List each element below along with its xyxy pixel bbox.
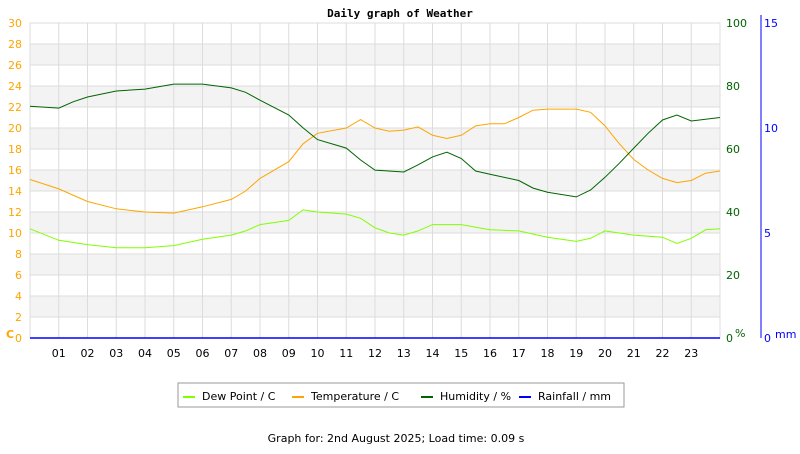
x-tick-label: 07 [224, 347, 238, 360]
humidity-tick-label: 60 [726, 143, 740, 156]
humidity-tick-label: 80 [726, 80, 740, 93]
humidity-axis-unit: % [735, 327, 745, 340]
left-tick-label: 4 [15, 290, 22, 303]
x-tick-label: 16 [483, 347, 497, 360]
legend-box [177, 382, 625, 408]
x-tick-label: 19 [569, 347, 583, 360]
left-axis-unit: C [6, 328, 14, 341]
left-tick-label: 16 [8, 164, 22, 177]
legend-label: Rainfall / mm [538, 390, 611, 403]
rain-axis-unit: mm [775, 328, 796, 341]
left-tick-label: 26 [8, 59, 22, 72]
x-tick-label: 18 [541, 347, 555, 360]
x-tick-label: 23 [684, 347, 698, 360]
rain-tick-label: 5 [764, 227, 771, 240]
chart-title: Daily graph of Weather [327, 7, 473, 20]
x-tick-label: 21 [627, 347, 641, 360]
x-tick-label: 10 [311, 347, 325, 360]
series-line-0 [29, 209, 721, 249]
x-tick-label: 11 [339, 347, 353, 360]
legend-label: Humidity / % [440, 390, 511, 403]
series-line-1 [29, 108, 721, 214]
legend-label: Dew Point / C [202, 390, 276, 403]
left-tick-label: 22 [8, 101, 22, 114]
humidity-tick-label: 20 [726, 269, 740, 282]
x-tick-label: 06 [196, 347, 210, 360]
x-tick-label: 02 [81, 347, 95, 360]
left-tick-label: 14 [8, 185, 22, 198]
x-tick-label: 04 [138, 347, 152, 360]
left-tick-label: 30 [8, 17, 22, 30]
humidity-tick-label: 40 [726, 206, 740, 219]
footer-text: Graph for: 2nd August 2025; Load time: 0… [268, 432, 525, 445]
x-tick-label: 12 [368, 347, 382, 360]
left-tick-label: 0 [15, 332, 22, 345]
left-tick-label: 6 [15, 269, 22, 282]
x-tick-label: 17 [512, 347, 526, 360]
x-tick-label: 15 [454, 347, 468, 360]
left-tick-label: 8 [15, 248, 22, 261]
left-tick-label: 12 [8, 206, 22, 219]
left-tick-label: 18 [8, 143, 22, 156]
left-tick-label: 20 [8, 122, 22, 135]
rain-tick-label: 0 [764, 332, 771, 345]
x-tick-label: 20 [598, 347, 612, 360]
legend: Dew Point / C Temperature / C Humidity / %… [177, 382, 625, 408]
x-tick-label: 13 [397, 347, 411, 360]
humidity-tick-label: 0 [726, 332, 733, 345]
series-line-2 [29, 83, 721, 198]
x-tick-label: 22 [656, 347, 670, 360]
left-tick-label: 28 [8, 38, 22, 51]
x-tick-label: 03 [109, 347, 123, 360]
rain-tick-label: 15 [764, 17, 778, 30]
x-tick-label: 05 [167, 347, 181, 360]
x-tick-label: 08 [253, 347, 267, 360]
x-tick-label: 01 [52, 347, 66, 360]
left-tick-label: 24 [8, 80, 22, 93]
legend-label: Temperature / C [310, 390, 399, 403]
left-tick-label: 2 [15, 311, 22, 324]
left-tick-label: 10 [8, 227, 22, 240]
rain-tick-label: 10 [764, 122, 778, 135]
x-tick-label: 14 [426, 347, 440, 360]
humidity-tick-label: 100 [726, 17, 747, 30]
x-tick-label: 09 [282, 347, 296, 360]
